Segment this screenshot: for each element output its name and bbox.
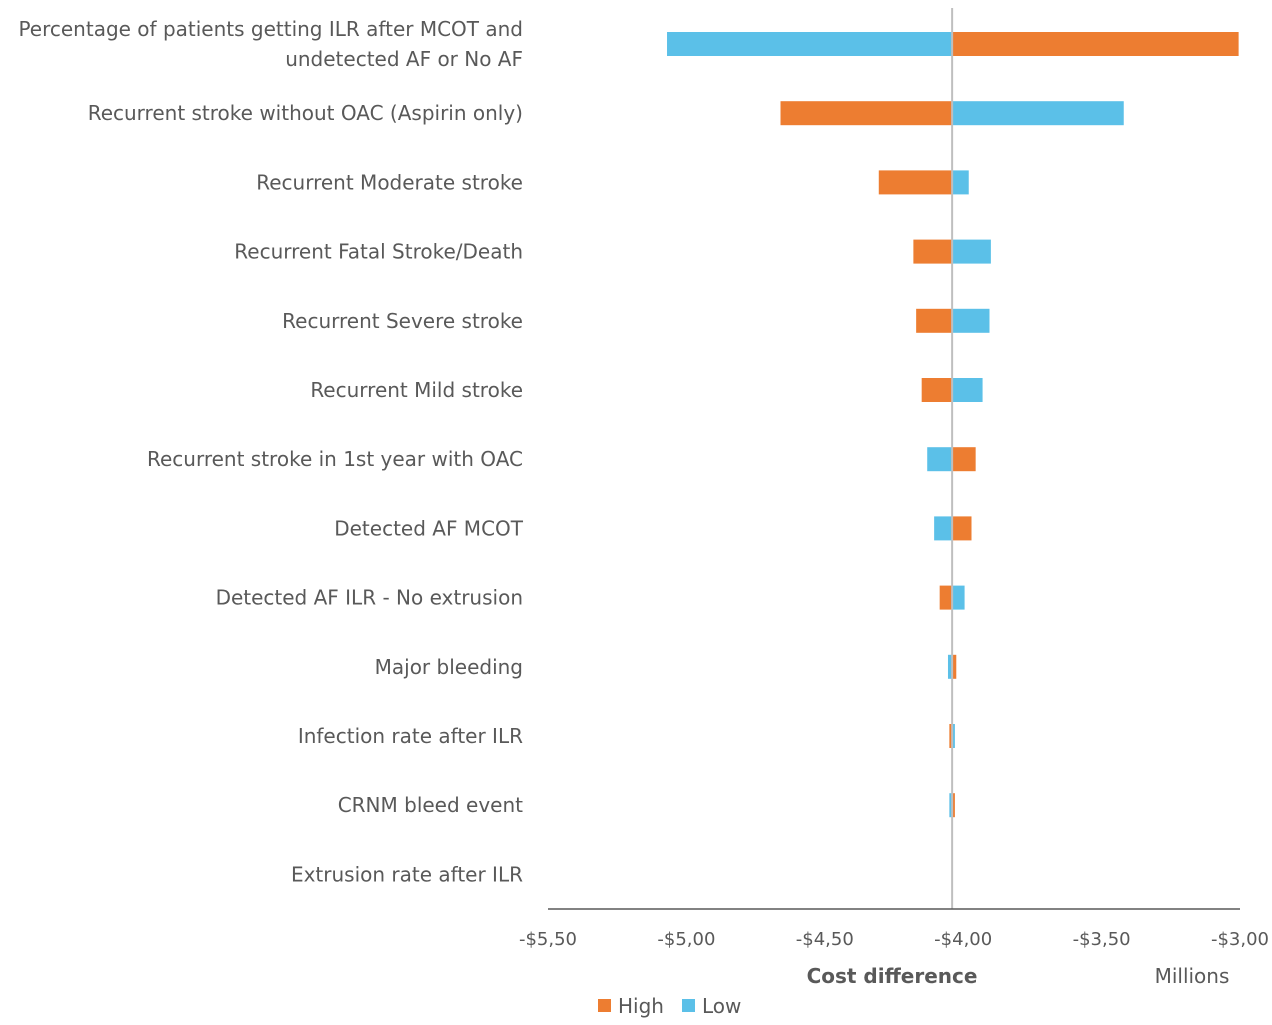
- category-label-line: Recurrent stroke without OAC (Aspirin on…: [88, 101, 523, 125]
- x-tick-label: -$3,50: [1073, 929, 1131, 950]
- bar-high: [952, 516, 972, 541]
- category-label: Detected AF ILR - No extrusion: [216, 586, 523, 610]
- legend-swatch-high: [598, 999, 611, 1012]
- category-label-line: Recurrent Mild stroke: [310, 378, 523, 402]
- legend: High Low: [598, 994, 741, 1018]
- category-label-line: Recurrent Fatal Stroke/Death: [234, 240, 523, 264]
- bar-low: [952, 724, 955, 748]
- category-label-line: Percentage of patients getting ILR after…: [18, 17, 523, 41]
- bar-low: [947, 654, 953, 679]
- category-label: Recurrent Fatal Stroke/Death: [234, 240, 523, 264]
- category-label: Major bleeding: [375, 655, 523, 679]
- category-label: CRNM bleed event: [338, 793, 523, 817]
- bar-low: [952, 101, 1124, 126]
- bar-low: [952, 585, 965, 610]
- x-tick-label: -$4,00: [934, 929, 992, 950]
- category-label: Detected AF MCOT: [334, 516, 524, 540]
- legend-swatch-low: [682, 999, 695, 1012]
- bar-high: [913, 239, 953, 264]
- x-axis-title: Cost difference: [807, 964, 978, 988]
- bar-high: [952, 654, 957, 679]
- bar-high: [952, 793, 955, 818]
- bar-high: [939, 585, 953, 610]
- legend-label-low: Low: [702, 994, 741, 1018]
- category-label-line: Recurrent stroke in 1st year with OAC: [147, 447, 523, 471]
- category-label-line: undetected AF or No AF: [285, 47, 523, 71]
- category-label-line: Recurrent Moderate stroke: [256, 170, 523, 194]
- category-label: Recurrent stroke without OAC (Aspirin on…: [88, 101, 523, 125]
- category-label: Recurrent stroke in 1st year with OAC: [147, 447, 523, 471]
- category-label-line: Major bleeding: [375, 655, 523, 679]
- bar-high: [916, 308, 953, 333]
- x-unit-label: Millions: [1155, 964, 1230, 988]
- bar-high: [780, 101, 953, 126]
- bar-high: [952, 447, 976, 472]
- category-label-line: CRNM bleed event: [338, 793, 523, 817]
- bar-high: [921, 378, 953, 402]
- category-label-line: Detected AF ILR - No extrusion: [216, 586, 523, 610]
- x-tick-labels: -$5,50 -$5,00 -$4,50 -$4,00 -$3,50 -$3,00: [519, 929, 1269, 950]
- category-label: Recurrent Severe stroke: [282, 309, 523, 333]
- category-label: Recurrent Moderate stroke: [256, 170, 523, 194]
- x-tick-label: -$3,00: [1211, 929, 1269, 950]
- category-label: Infection rate after ILR: [298, 724, 523, 748]
- category-label: Percentage of patients getting ILR after…: [18, 17, 523, 71]
- bar-low: [952, 239, 991, 264]
- x-tick-label: -$4,50: [796, 929, 854, 950]
- category-label-line: Extrusion rate after ILR: [291, 862, 523, 886]
- bar-high: [878, 170, 953, 195]
- bar-low: [952, 308, 990, 333]
- category-label-line: Infection rate after ILR: [298, 724, 523, 748]
- category-label-line: Detected AF MCOT: [334, 516, 524, 540]
- legend-label-high: High: [618, 994, 664, 1018]
- bar-low: [949, 793, 953, 818]
- x-tick-label: -$5,50: [519, 929, 577, 950]
- bar-low: [952, 170, 969, 195]
- bar-low: [934, 516, 953, 541]
- bar-high: [949, 724, 953, 748]
- category-label: Extrusion rate after ILR: [291, 862, 523, 886]
- bar-high: [952, 32, 1239, 56]
- bar-low: [667, 32, 953, 56]
- bar-low: [927, 447, 953, 472]
- bar-low: [952, 378, 983, 402]
- category-label-line: Recurrent Severe stroke: [282, 309, 523, 333]
- bars: [667, 32, 1239, 818]
- x-tick-label: -$5,00: [657, 929, 715, 950]
- category-labels: Percentage of patients getting ILR after…: [18, 17, 523, 886]
- category-label: Recurrent Mild stroke: [310, 378, 523, 402]
